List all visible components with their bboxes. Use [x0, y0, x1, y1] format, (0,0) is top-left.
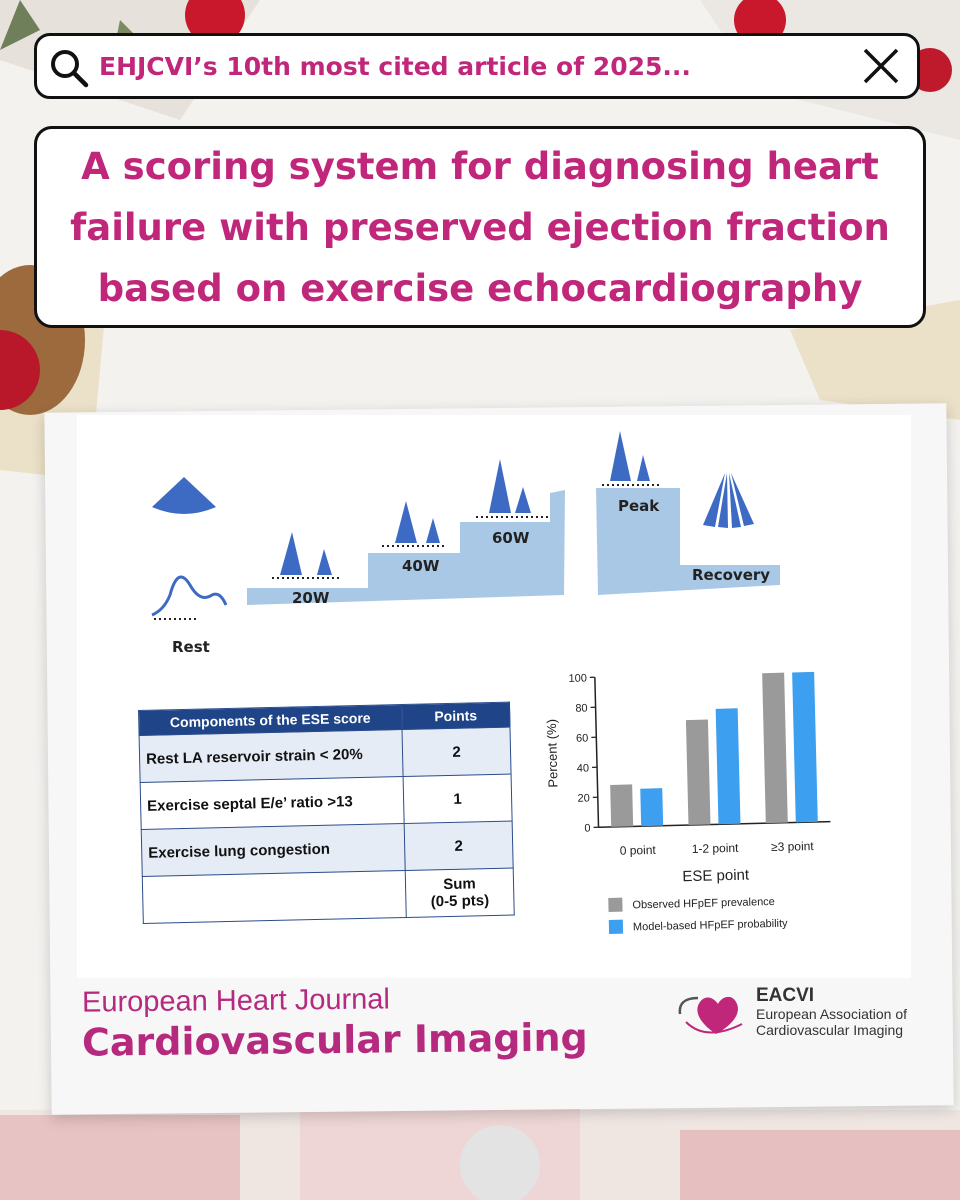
- chart-svg: 0 20 40 60 80 100 Percent (%) 0 point 1-2 point ≥…: [544, 671, 831, 935]
- legend-label: Model-based HFpEF probability: [633, 918, 788, 934]
- x-axis-label: ESE point: [682, 867, 750, 886]
- stage-label-peak: Peak: [618, 497, 660, 515]
- y-axis-line: [594, 677, 600, 828]
- article-title-card: A scoring system for diagnosing heart fa…: [34, 126, 926, 328]
- y-tick-label: 100: [568, 672, 587, 684]
- stage-label-rest: Rest: [172, 638, 210, 656]
- ese-score-table: Components of the ESE score Points Rest …: [138, 702, 515, 924]
- bar-observed-2: [762, 672, 788, 824]
- rest-waveform: [151, 575, 228, 617]
- row-points: 1: [403, 774, 513, 824]
- ese-bar-chart: 0 20 40 60 80 100 Percent (%) 0 point 1-2 point ≥…: [536, 651, 843, 958]
- search-bar[interactable]: EHJCVI’s 10th most cited article of 2025…: [34, 33, 920, 99]
- table-row: Exercise septal E/e’ ratio >13 1: [140, 774, 513, 830]
- x-tick-label: 0 point: [620, 843, 657, 858]
- y-tick-label: 20: [577, 792, 590, 804]
- rest-cone-icon: [152, 477, 216, 514]
- y-tick-label: 60: [576, 732, 589, 744]
- search-icon: [51, 50, 89, 88]
- y-tick-label: 40: [577, 762, 590, 774]
- bar-observed-1: [685, 719, 711, 826]
- y-axis-label: Percent (%): [544, 719, 561, 788]
- row-points: 2: [404, 821, 514, 871]
- stair-blocks: [247, 490, 565, 605]
- stage-label-40w: 40W: [402, 557, 440, 575]
- stage-label-recovery: Recovery: [692, 566, 771, 584]
- recovery-cone-icon: [703, 473, 754, 528]
- stage-label-60w: 60W: [492, 529, 530, 547]
- sum-cell: Sum (0-5 pts): [405, 868, 515, 918]
- eacvi-heart-logo: [678, 996, 743, 1034]
- bar-model-2: [792, 671, 818, 823]
- legend-swatch: [608, 919, 624, 935]
- eacvi-name: EACVI: [756, 985, 815, 1006]
- eacvi-subtitle: European Association of Cardiovascular I…: [756, 1006, 907, 1038]
- legend-label: Observed HFpEF prevalence: [632, 896, 775, 911]
- journal-name-line1: European Heart Journal: [81, 983, 391, 1019]
- table-header-points: Points: [401, 702, 510, 730]
- x-axis-line: [598, 820, 831, 828]
- y-tick-label: 80: [575, 702, 588, 714]
- sum-label: Sum: [443, 875, 476, 894]
- sum-empty-cell: [142, 870, 407, 924]
- x-tick-label: 1-2 point: [692, 841, 740, 856]
- legend-swatch: [608, 897, 623, 913]
- table-sum-row: Sum (0-5 pts): [142, 868, 515, 924]
- bar-model-0: [640, 788, 664, 827]
- x-tick-label: ≥3 point: [771, 839, 815, 854]
- row-points: 2: [402, 727, 512, 777]
- exercise-protocol-graphic: [151, 431, 780, 620]
- row-label: Rest LA reservoir strain < 20%: [139, 729, 404, 783]
- close-icon[interactable]: [859, 44, 903, 88]
- journal-name-line2: Cardiovascular Imaging: [81, 1015, 588, 1065]
- table-row: Rest LA reservoir strain < 20% 2: [139, 727, 512, 783]
- y-tick-label: 0: [584, 822, 590, 834]
- sum-range: (0-5 pts): [430, 892, 490, 911]
- search-query-text[interactable]: EHJCVI’s 10th most cited article of 2025…: [99, 52, 691, 81]
- bar-model-1: [715, 708, 741, 825]
- article-title: A scoring system for diagnosing heart fa…: [70, 144, 890, 310]
- stage-label-20w: 20W: [292, 589, 330, 607]
- row-label: Exercise lung congestion: [141, 823, 406, 877]
- table-row: Exercise lung congestion 2: [141, 821, 514, 877]
- bar-observed-0: [610, 784, 634, 827]
- row-label: Exercise septal E/e’ ratio >13: [140, 776, 405, 830]
- doppler-peaks: [280, 431, 650, 575]
